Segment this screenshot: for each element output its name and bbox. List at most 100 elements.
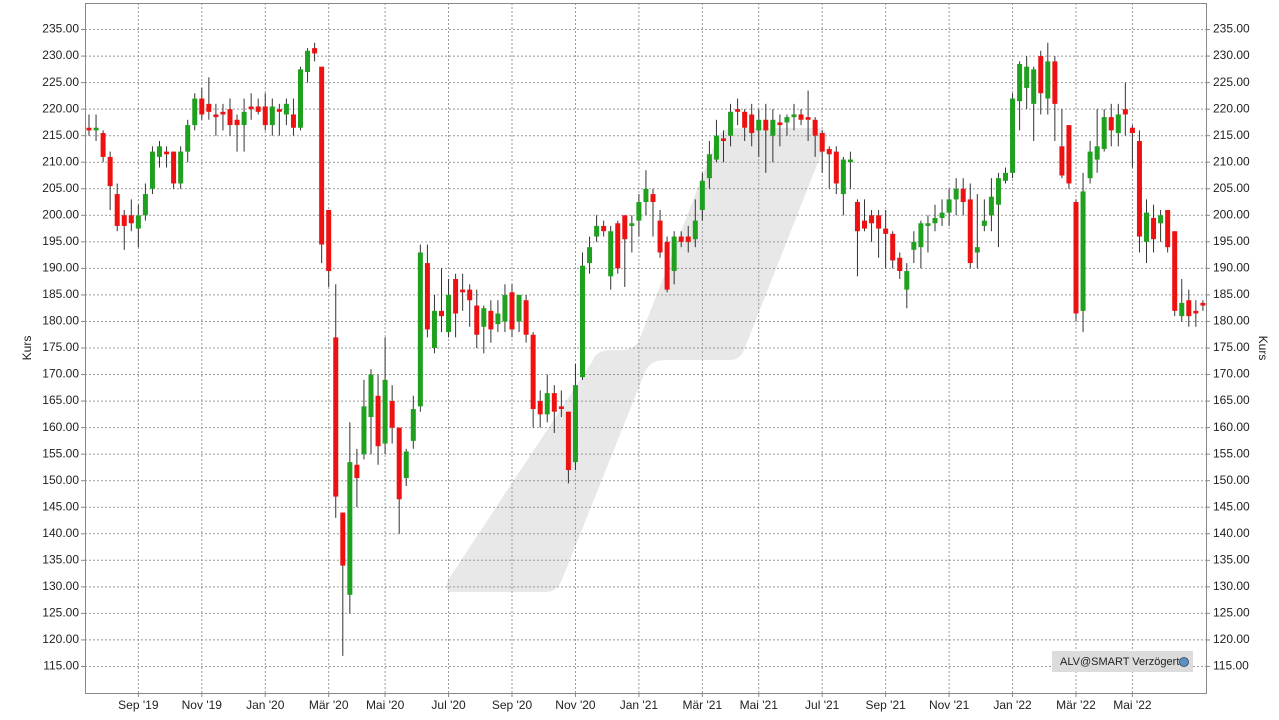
candle-body (826, 148, 832, 155)
candle-body (1087, 151, 1093, 179)
candle-body (269, 106, 275, 126)
candle-body (389, 401, 395, 428)
x-tick-label: Sep '21 (865, 698, 906, 712)
candle-body (791, 114, 797, 118)
candle-body (135, 215, 141, 229)
candle-body (164, 151, 170, 155)
y-tick-label: 160.00 (42, 420, 79, 434)
candle-body (227, 109, 233, 126)
candle-body (410, 409, 416, 441)
y2-tick-label: 185.00 (1213, 287, 1250, 301)
candle-body (558, 406, 564, 410)
y2-tick-label: 195.00 (1213, 234, 1250, 248)
y-tick-label: 235.00 (42, 22, 79, 36)
y2-tick-label: 125.00 (1213, 606, 1250, 620)
x-tick-label: Mai '21 (740, 698, 779, 712)
y2-tick-label: 170.00 (1213, 367, 1250, 381)
candle-body (460, 289, 466, 293)
y2-tick-label: 140.00 (1213, 526, 1250, 540)
y-tick-label: 170.00 (42, 367, 79, 381)
candle-body (333, 337, 339, 497)
candle-body (509, 292, 515, 330)
candle-body (636, 202, 642, 221)
source-note: ALV@SMART Verzögert (1060, 656, 1179, 668)
candle-body (1038, 56, 1044, 94)
candle-body (234, 119, 240, 126)
candle-body (601, 225, 607, 232)
candles (86, 42, 1206, 656)
candle-body (149, 151, 155, 189)
candle-body (742, 111, 748, 128)
candle-body (925, 223, 931, 226)
y2-tick-label: 200.00 (1213, 207, 1250, 221)
y-tick-label: 230.00 (42, 48, 79, 62)
candle-body (876, 215, 882, 229)
y-tick-label: 225.00 (42, 75, 79, 89)
candle-body (1059, 146, 1065, 176)
x-tick-label: Nov '20 (555, 698, 596, 712)
candle-body (248, 106, 254, 110)
candle-body (1129, 127, 1135, 134)
x-tick-label: Mai '20 (366, 698, 405, 712)
candle-body (298, 69, 303, 128)
watermark-logo (446, 128, 827, 592)
y-tick-label: 135.00 (42, 552, 79, 566)
candle-body (784, 117, 790, 123)
y-tick-label: 220.00 (42, 101, 79, 115)
candle-body (537, 401, 543, 415)
candle-body (1003, 172, 1008, 181)
y2-tick-label: 225.00 (1213, 75, 1250, 89)
y-tick-label: 155.00 (42, 446, 79, 460)
candle-body (756, 119, 762, 131)
y2-tick-label: 130.00 (1213, 579, 1250, 593)
candle-body (1193, 310, 1199, 314)
candle-body (100, 133, 106, 157)
candle-body (657, 220, 663, 253)
y2-tick-label: 205.00 (1213, 181, 1250, 195)
y-tick-label: 175.00 (42, 340, 79, 354)
candle-body (565, 411, 571, 471)
candle-body (206, 103, 212, 112)
candle-body (594, 225, 600, 237)
x-tick-label: Mär '21 (683, 698, 723, 712)
candle-body (1101, 117, 1107, 149)
candle-body (713, 135, 719, 160)
candle-body (735, 109, 741, 112)
x-tick-label: Nov '21 (929, 698, 970, 712)
candle-body (847, 159, 853, 163)
candle-body (1144, 212, 1149, 242)
y-tick-label: 195.00 (42, 234, 79, 248)
candle-body (728, 111, 734, 136)
candle-body (960, 188, 966, 203)
candle-body (622, 215, 628, 240)
y2-tick-label: 150.00 (1213, 473, 1250, 487)
candle-body (290, 114, 296, 128)
candle-body (721, 138, 726, 141)
x-tick-label: Jan '21 (620, 698, 659, 712)
y2-tick-label: 235.00 (1213, 22, 1250, 36)
candle-body (706, 154, 712, 179)
candle-body (650, 194, 656, 203)
candle-body (142, 194, 148, 216)
candle-body (1172, 231, 1178, 311)
candle-body (1080, 191, 1086, 311)
y2-tick-label: 160.00 (1213, 420, 1250, 434)
candle-body (819, 133, 825, 152)
candle-body (932, 217, 938, 224)
candle-body (1031, 69, 1037, 104)
candle-body (643, 188, 649, 203)
x-tick-label: Jan '20 (246, 698, 285, 712)
candle-body (424, 263, 430, 330)
candle-body (326, 210, 332, 272)
candle-body (608, 231, 614, 277)
candle-body (1115, 114, 1121, 134)
candle-body (530, 334, 536, 410)
y-axis-label: Kurs (20, 336, 34, 361)
y-tick-label: 205.00 (42, 181, 79, 195)
candle-body (192, 98, 198, 126)
candle-body (453, 279, 459, 314)
candle-body (1073, 202, 1079, 314)
candle-body (347, 462, 353, 595)
y2-tick-label: 220.00 (1213, 101, 1250, 115)
